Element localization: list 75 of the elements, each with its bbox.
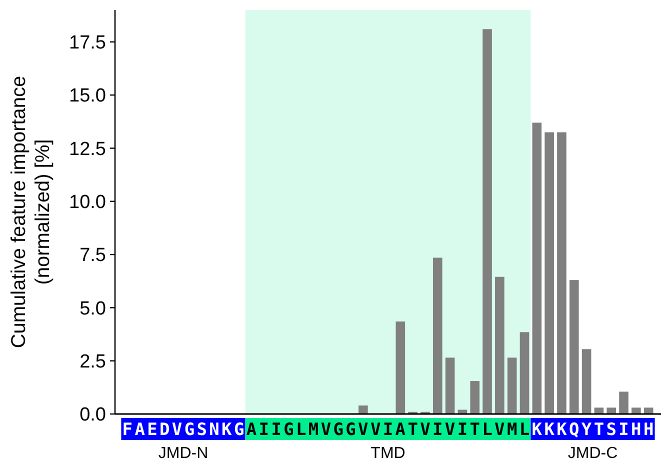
bar — [544, 132, 554, 414]
text: JMD-N — [158, 445, 208, 462]
bar — [619, 392, 628, 414]
bar — [582, 349, 592, 414]
x-tick-label: V — [172, 420, 182, 440]
x-tick-label: L — [296, 420, 306, 440]
x-tick-label: T — [408, 420, 418, 440]
x-tick-label: K — [532, 420, 543, 440]
text: TMD — [370, 445, 406, 462]
x-tick-label: V — [444, 420, 456, 440]
x-tick-label: T — [470, 420, 480, 440]
x-tick-label: G — [346, 420, 356, 440]
x-tick-label: A — [395, 420, 406, 440]
y-tick-label: 12.5 — [69, 138, 106, 160]
bar — [632, 408, 641, 414]
x-tick-label: I — [382, 420, 394, 440]
bar — [606, 408, 616, 414]
x-tick-label: V — [494, 420, 505, 440]
x-tick-label: E — [147, 420, 158, 440]
y-tick-label: 17.5 — [69, 32, 106, 54]
y-tick-label: 7.5 — [80, 245, 106, 266]
bar — [396, 322, 406, 414]
bar — [507, 358, 517, 414]
x-tick-label: H — [631, 420, 642, 440]
x-tick-label: V — [420, 420, 430, 440]
bar — [644, 408, 654, 414]
y-tick-label: 15.0 — [69, 86, 106, 107]
x-tick-label: G — [333, 420, 344, 440]
x-tick-label: S — [606, 420, 616, 440]
x-tick-label: N — [209, 420, 220, 440]
bar — [520, 332, 530, 414]
y-tick-label: 10.0 — [69, 192, 106, 214]
x-tick-label: A — [246, 420, 257, 440]
x-tick-label: A — [134, 420, 145, 440]
x-tick-label: M — [308, 420, 319, 440]
x-tick-label: G — [184, 420, 195, 440]
x-tick-label: I — [618, 420, 629, 440]
x-tick-label: T — [594, 420, 604, 440]
x-tick-label: I — [457, 420, 468, 440]
bar — [358, 405, 368, 414]
x-tick-label: K — [556, 420, 568, 440]
bar — [569, 280, 579, 414]
x-tick-label: V — [320, 420, 332, 440]
x-tick-label: V — [358, 420, 368, 440]
x-tick-label: I — [271, 420, 282, 440]
bar — [482, 29, 492, 414]
x-tick-label: L — [519, 420, 530, 440]
x-tick-label: L — [482, 420, 492, 440]
x-tick-label: G — [284, 420, 294, 440]
x-tick-label: S — [196, 420, 207, 440]
x-tick-label: F — [122, 420, 133, 440]
x-tick-label: K — [222, 420, 233, 440]
bar — [470, 381, 480, 414]
x-tick-label: H — [643, 420, 654, 440]
bar — [557, 132, 566, 414]
bar — [432, 258, 442, 414]
y-tick-label: 5.0 — [80, 298, 106, 320]
x-tick-label: I — [432, 420, 443, 440]
bar — [445, 358, 455, 414]
x-tick-label: K — [544, 420, 556, 440]
bar — [594, 408, 604, 414]
y-axis-title: Cumulative feature importance (normalized) [%] — [8, 76, 54, 348]
x-tick-label: G — [234, 420, 244, 440]
x-tick-label: I — [258, 420, 270, 440]
y-tick-label: 2.5 — [80, 351, 106, 372]
x-tick-label: Q — [569, 420, 580, 440]
bar — [495, 276, 504, 414]
bar — [532, 122, 542, 414]
x-tick-label: Y — [581, 420, 592, 440]
x-tick-label: D — [160, 420, 170, 440]
text: JMD-C — [568, 445, 618, 462]
y-tick-label: 0.0 — [80, 404, 106, 426]
bar — [458, 410, 468, 414]
x-tick-label: V — [370, 420, 381, 440]
x-tick-label: M — [506, 420, 518, 440]
